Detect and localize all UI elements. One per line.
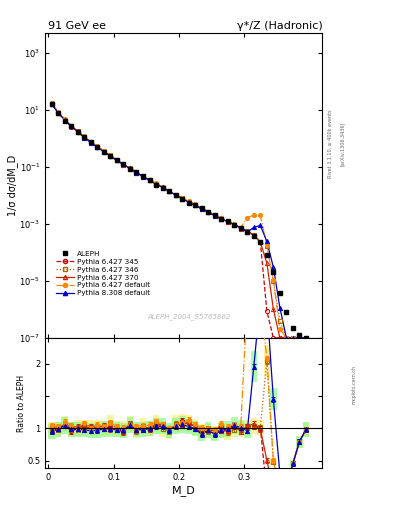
Text: 91 GeV ee: 91 GeV ee (48, 21, 106, 31)
Y-axis label: Ratio to ALEPH: Ratio to ALEPH (17, 375, 26, 432)
Legend: ALEPH, Pythia 6.427 345, Pythia 6.427 346, Pythia 6.427 370, Pythia 6.427 defaul: ALEPH, Pythia 6.427 345, Pythia 6.427 34… (54, 249, 151, 298)
Text: ALEPH_2004_S5765862: ALEPH_2004_S5765862 (147, 313, 231, 320)
Text: Rivet 3.1.10, ≥ 400k events: Rivet 3.1.10, ≥ 400k events (328, 109, 333, 178)
X-axis label: M_D: M_D (172, 485, 196, 496)
Text: [arXiv:1306.3436]: [arXiv:1306.3436] (340, 121, 345, 165)
Y-axis label: 1/σ dσ/dM_D: 1/σ dσ/dM_D (7, 155, 18, 216)
Text: mcplots.cern.ch: mcplots.cern.ch (352, 365, 357, 403)
Text: γ*/Z (Hadronic): γ*/Z (Hadronic) (237, 21, 322, 31)
